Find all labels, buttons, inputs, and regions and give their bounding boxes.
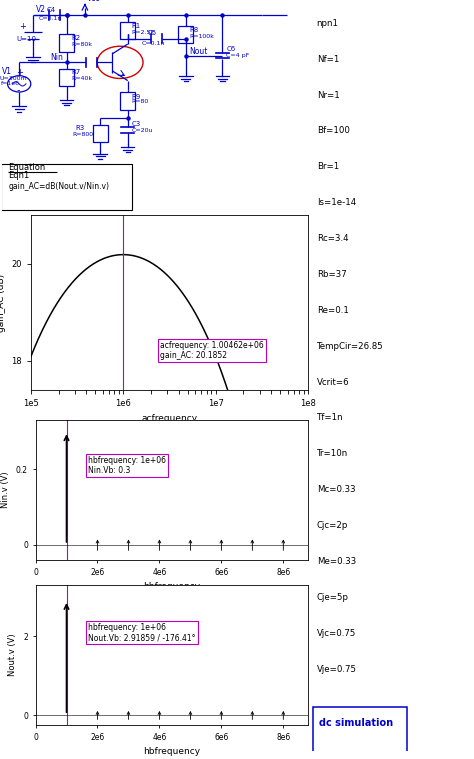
Text: TempCir=26.85: TempCir=26.85 [317,342,383,351]
Y-axis label: gain_AC (dB): gain_AC (dB) [0,273,6,332]
Text: Nr=1: Nr=1 [317,90,339,99]
Text: R=100k: R=100k [190,34,214,39]
Y-axis label: Nin.v (V): Nin.v (V) [1,471,10,509]
Text: hbfrequency: 1e+06
Nin.Vb: 0.3: hbfrequency: 1e+06 Nin.Vb: 0.3 [88,455,166,475]
Text: C=0.1n: C=0.1n [141,41,165,46]
Text: R1: R1 [131,23,141,29]
Text: f=1e6: f=1e6 [1,81,20,86]
Text: Vjc=0.75: Vjc=0.75 [317,628,356,638]
Text: +: + [19,22,26,31]
Bar [59,34,74,52]
Bar [59,69,74,86]
Text: Tr=10n: Tr=10n [317,449,348,458]
Text: R=800: R=800 [73,132,94,137]
X-axis label: hbfrequency: hbfrequency [143,582,201,591]
Text: Vje=0.75: Vje=0.75 [317,665,356,674]
Y-axis label: Nout.v (V): Nout.v (V) [9,634,18,676]
Text: Me=0.33: Me=0.33 [317,557,356,566]
Text: Nout: Nout [189,47,207,55]
Text: C6: C6 [226,46,236,52]
Text: R7: R7 [71,69,81,75]
Text: R3: R3 [76,125,85,131]
Text: Vcc: Vcc [86,0,100,3]
Text: R2: R2 [71,35,80,41]
Text: Br=1: Br=1 [317,162,339,172]
Text: C=4 pF: C=4 pF [226,53,249,58]
Text: Mc=0.33: Mc=0.33 [317,485,356,494]
Text: C=20u: C=20u [131,128,153,134]
Bar [120,93,136,109]
Text: R=40k: R=40k [71,76,92,81]
Text: hbfrequency: 1e+06
Nout.Vb: 2.91859 / -176.41°: hbfrequency: 1e+06 Nout.Vb: 2.91859 / -1… [88,623,196,642]
Text: R=2.5k: R=2.5k [131,30,155,35]
Text: Nin: Nin [50,53,63,62]
Text: acfrequency: 1.00462e+06
gain_AC: 20.1852: acfrequency: 1.00462e+06 gain_AC: 20.185… [160,341,264,361]
Text: R9: R9 [131,94,141,100]
Text: R8: R8 [190,27,199,33]
Text: U=10: U=10 [16,36,36,42]
Text: Is=1e-14: Is=1e-14 [317,198,356,207]
Text: Nf=1: Nf=1 [317,55,339,64]
Text: Tf=1n: Tf=1n [317,414,343,423]
Text: Rb=37: Rb=37 [317,270,346,279]
Text: C=0.1n: C=0.1n [39,16,63,20]
Text: Equation: Equation [9,163,46,172]
Text: R=80: R=80 [131,99,149,104]
Text: V1: V1 [2,68,12,76]
Text: C3: C3 [131,121,141,127]
Text: V2: V2 [36,5,46,14]
Text: Bf=100: Bf=100 [317,127,349,135]
Text: Rc=3.4: Rc=3.4 [317,234,348,243]
Text: C4: C4 [47,7,56,13]
Text: dc simulation: dc simulation [319,718,393,728]
Text: -: - [16,86,19,96]
Text: Re=0.1: Re=0.1 [317,306,348,315]
Text: Cje=5p: Cje=5p [317,593,349,602]
Text: npn1: npn1 [317,19,338,28]
Text: Vcrit=6: Vcrit=6 [317,377,349,386]
Bar [120,21,136,39]
Text: gain_AC=dB(Nout.v/Nin.v): gain_AC=dB(Nout.v/Nin.v) [9,182,109,191]
Text: +: + [16,68,23,77]
Text: U=300m: U=300m [0,76,27,80]
Text: C5: C5 [147,30,157,36]
X-axis label: acfrequency: acfrequency [141,414,198,423]
Bar [178,26,193,43]
Bar [92,124,108,142]
Text: Eqn1: Eqn1 [9,172,30,181]
Text: Cjc=2p: Cjc=2p [317,521,348,530]
X-axis label: hbfrequency: hbfrequency [143,747,201,756]
Text: R=80k: R=80k [71,42,92,46]
